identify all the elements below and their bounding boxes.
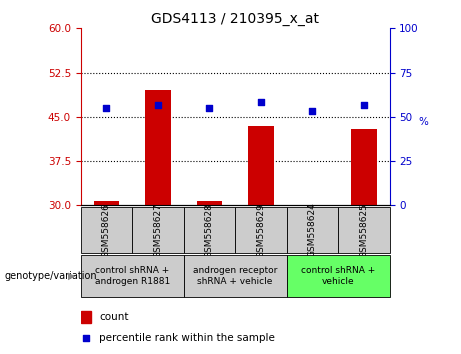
Text: GSM558626: GSM558626	[102, 202, 111, 258]
Text: GSM558628: GSM558628	[205, 202, 214, 258]
Bar	[81, 207, 132, 253]
Point	[103, 105, 110, 111]
Text: GSM558629: GSM558629	[256, 202, 266, 258]
Text: ▶: ▶	[68, 271, 75, 281]
Bar	[145, 90, 171, 205]
Text: androgen receptor
shRNA + vehicle: androgen receptor shRNA + vehicle	[193, 267, 278, 286]
Bar	[183, 207, 235, 253]
Bar	[351, 129, 377, 205]
Text: control shRNA +
androgen R1881: control shRNA + androgen R1881	[95, 267, 170, 286]
Text: count: count	[99, 312, 129, 322]
Bar	[132, 207, 183, 253]
Text: GSM558625: GSM558625	[359, 202, 368, 258]
Point	[308, 108, 316, 114]
Point	[154, 102, 161, 108]
Text: percentile rank within the sample: percentile rank within the sample	[99, 332, 275, 343]
Bar	[94, 201, 119, 205]
Text: control shRNA +
vehicle: control shRNA + vehicle	[301, 267, 375, 286]
Point	[360, 102, 367, 108]
Text: GSM558627: GSM558627	[154, 202, 162, 258]
Text: GSM558624: GSM558624	[308, 203, 317, 257]
Bar	[183, 255, 287, 297]
Bar	[300, 205, 325, 206]
Text: genotype/variation: genotype/variation	[5, 271, 97, 281]
Bar	[196, 201, 222, 205]
Point	[257, 99, 265, 105]
Bar	[338, 207, 390, 253]
Bar	[81, 311, 91, 323]
Bar	[81, 255, 183, 297]
Bar	[235, 207, 287, 253]
Bar	[287, 255, 390, 297]
Bar	[248, 126, 274, 205]
Title: GDS4113 / 210395_x_at: GDS4113 / 210395_x_at	[151, 12, 319, 26]
Bar	[287, 207, 338, 253]
Point	[206, 105, 213, 111]
Point	[82, 335, 89, 341]
Y-axis label: %: %	[418, 117, 428, 127]
